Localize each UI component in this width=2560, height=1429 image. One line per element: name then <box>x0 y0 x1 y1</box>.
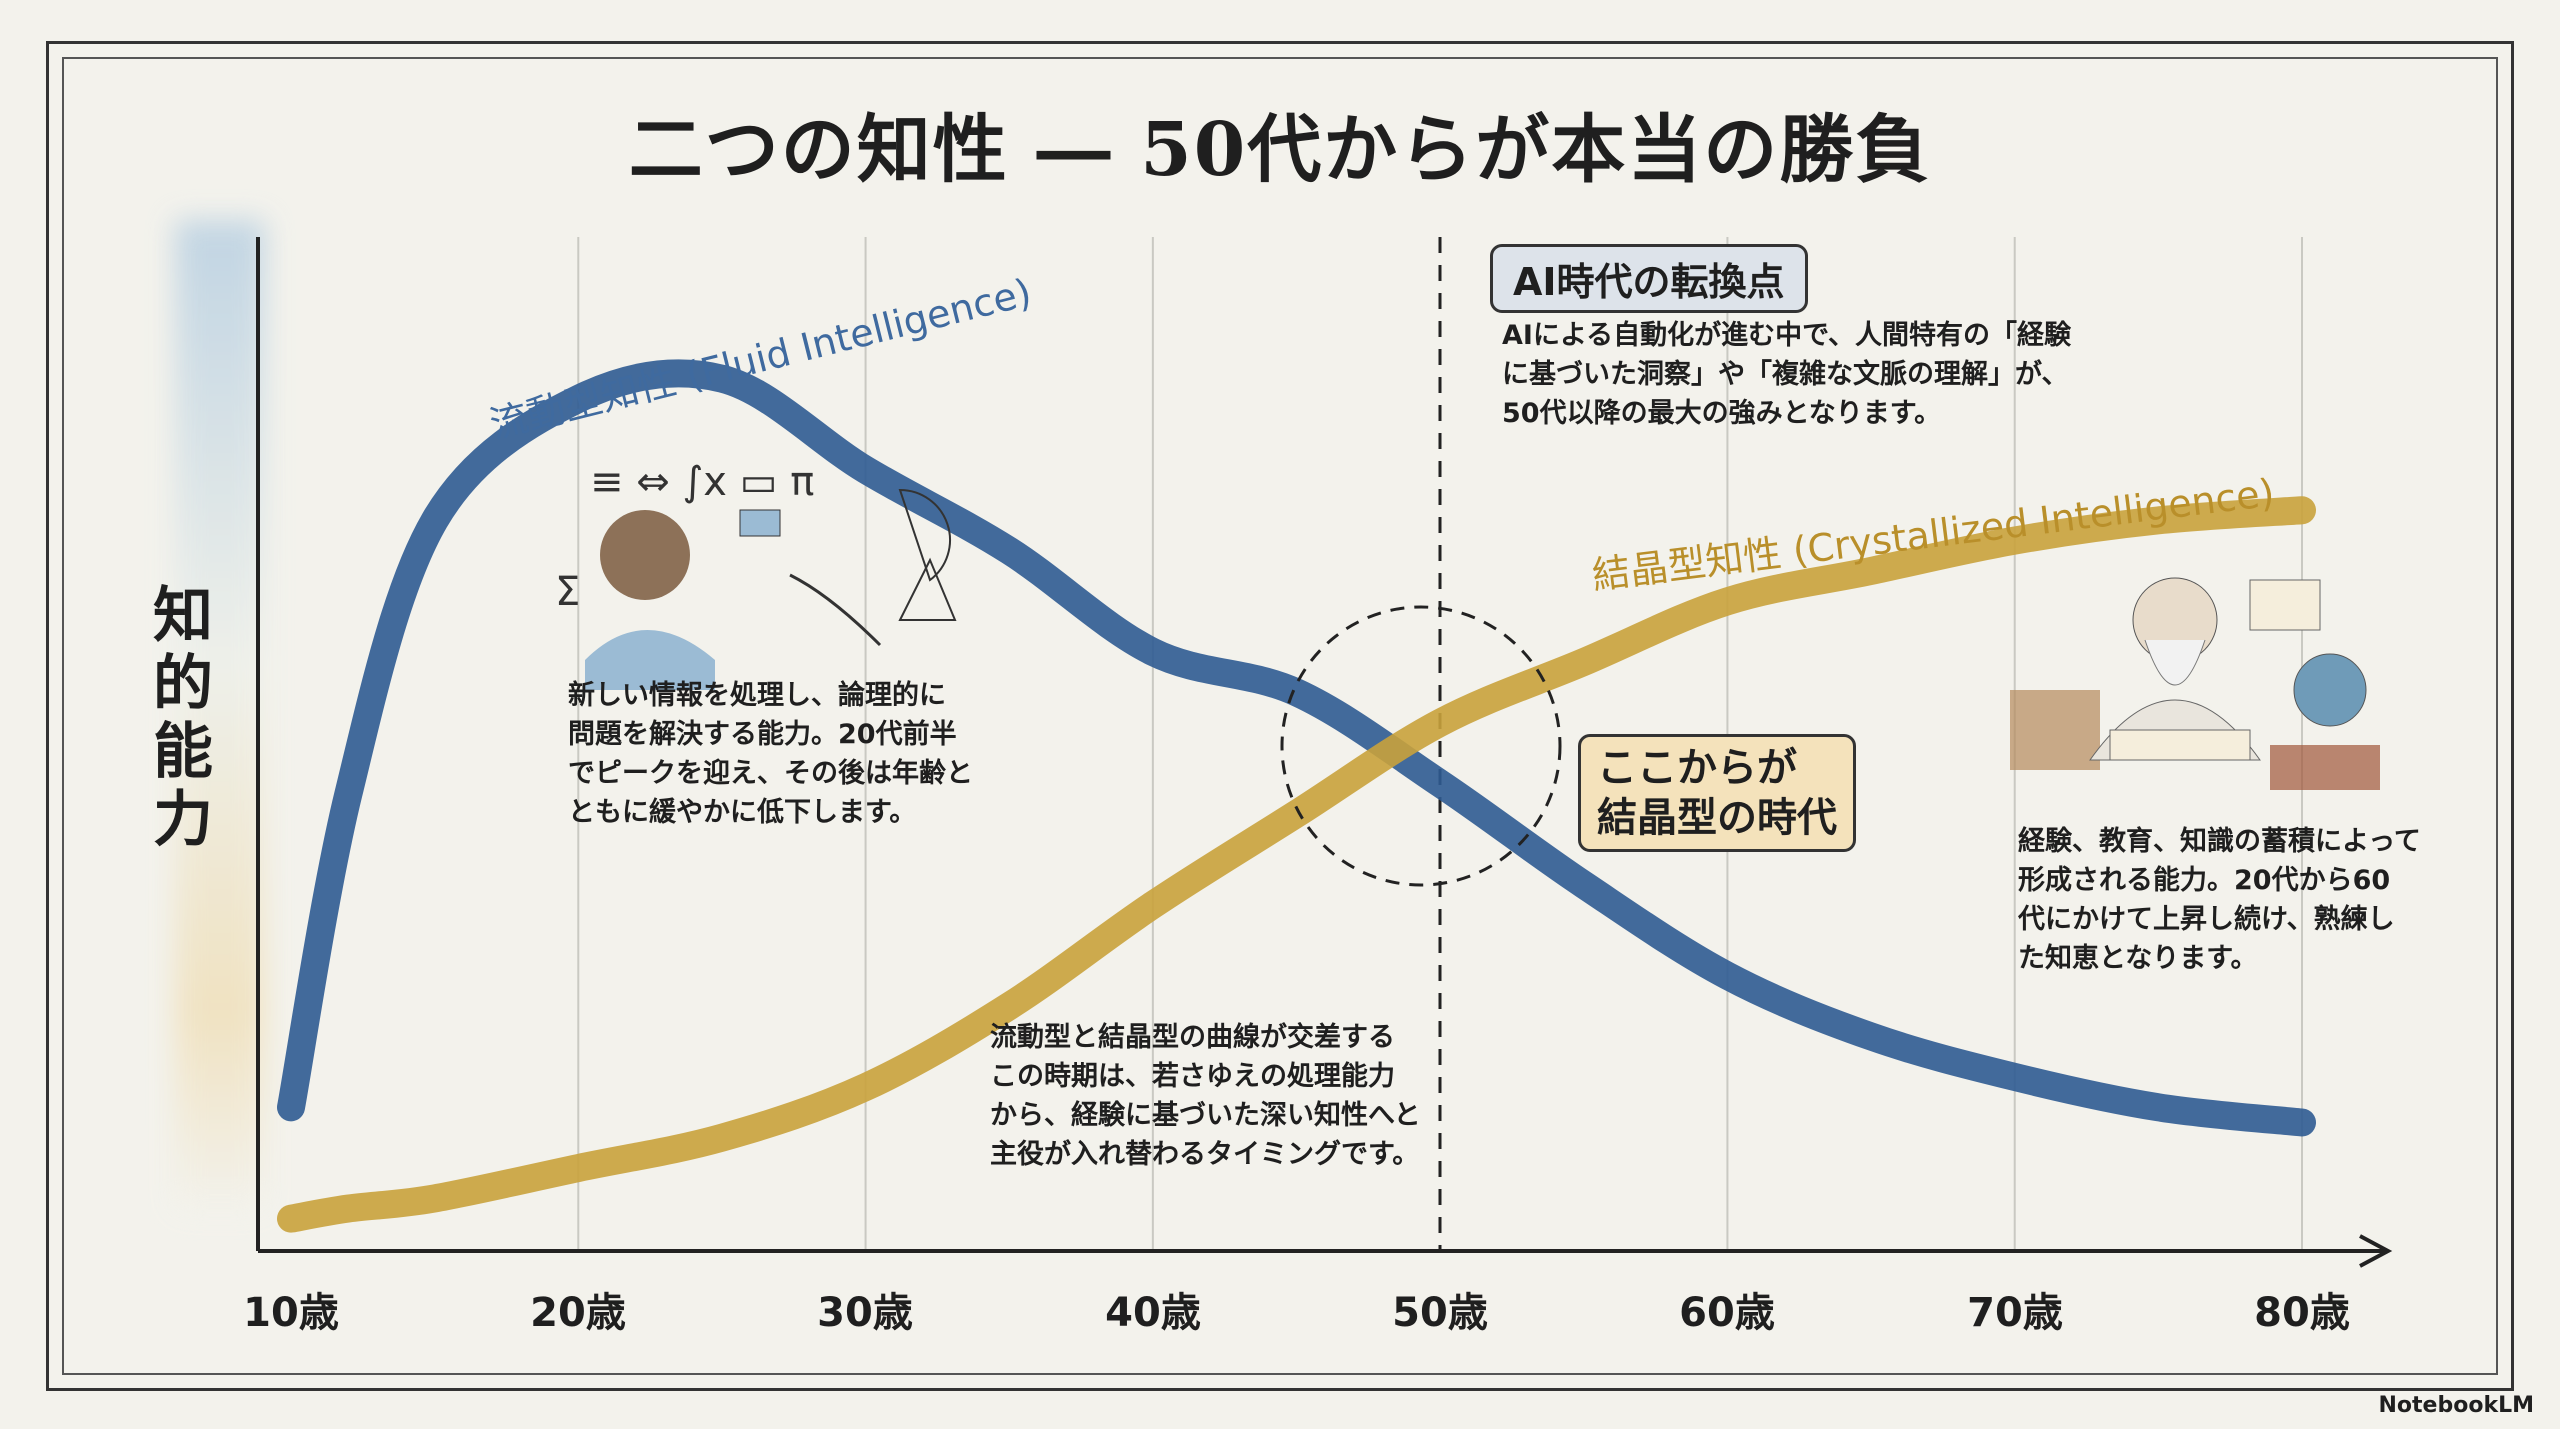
ai-turning-point-text: AIによる自動化が進む中で、人間特有の「経験 に基づいた洞察」や「複雑な文脈の理… <box>1502 320 2072 429</box>
crystallized-description: 経験、教育、知識の蓄積によって 形成される能力。20代から60 代にかけて上昇し… <box>2018 826 2421 974</box>
y-axis-gradient <box>175 220 265 1210</box>
outer-frame <box>46 41 2514 1391</box>
x-tick-label: 60歳 <box>1679 1290 1775 1336</box>
ai-turning-point-callout: AI時代の転換点 <box>1490 244 1808 313</box>
crossover-circle <box>1280 605 1562 887</box>
scholar-illustration <box>2010 577 2380 790</box>
fluid-intelligence-line <box>277 359 2316 1137</box>
x-tick-label: 50歳 <box>1392 1290 1488 1336</box>
crystallized-intelligence-line <box>277 496 2316 1233</box>
crossover-description: 流動型と結晶型の曲線が交差する この時期は、若さゆえの処理能力 から、経験に基づ… <box>990 1022 1421 1170</box>
svg-text:≡ ⇔ ∫x ▭ π: ≡ ⇔ ∫x ▭ π <box>590 459 814 505</box>
x-tick-label: 20歳 <box>530 1290 626 1336</box>
inner-frame <box>62 57 2498 1375</box>
x-tick-label: 10歳 <box>243 1290 339 1336</box>
x-tick-label: 70歳 <box>1967 1290 2063 1336</box>
x-tick-label: 80歳 <box>2254 1290 2350 1336</box>
y-axis-label: 知的能力 <box>153 581 213 855</box>
x-axis-arrow-icon <box>2359 1234 2393 1268</box>
boy-math-illustration: ≡ ⇔ ∫x ▭ π Σ <box>555 459 957 690</box>
fluid-description: 新しい情報を処理し、論理的に 問題を解決する能力。20代前半 でピークを迎え、そ… <box>568 680 973 828</box>
crossover-callout: ここからが 結晶型の時代 <box>1578 734 1856 852</box>
x-tick-label: 30歳 <box>817 1290 913 1336</box>
x-tick-label: 40歳 <box>1105 1290 1201 1336</box>
notebooklm-branding: NotebookLM <box>2378 1393 2534 1418</box>
svg-text:Σ: Σ <box>555 569 580 615</box>
page-title: 二つの知性 ― 50代からが本当の勝負 <box>628 107 1932 193</box>
